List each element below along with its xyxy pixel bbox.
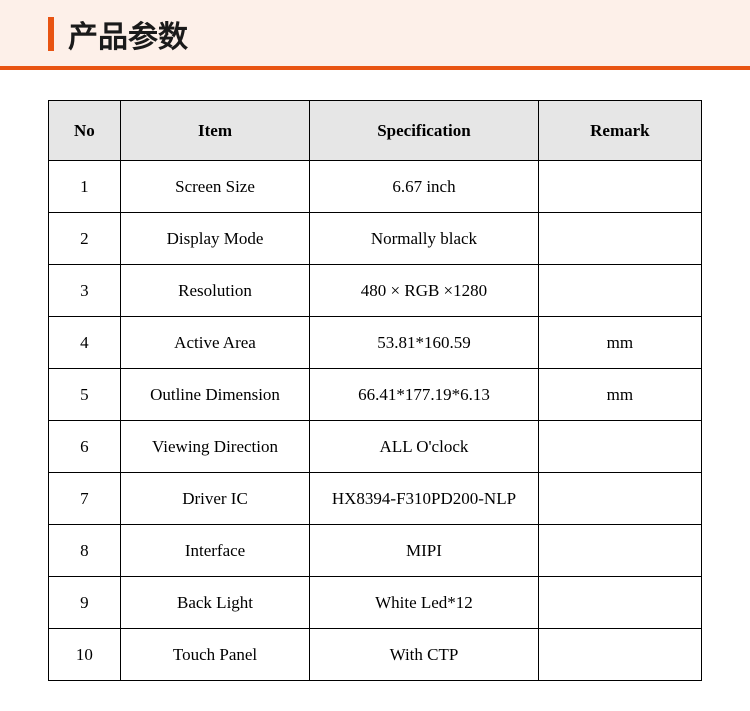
cell-item: Display Mode <box>120 213 309 265</box>
cell-item: Outline Dimension <box>120 369 309 421</box>
cell-no: 6 <box>49 421 121 473</box>
table-row: 9Back LightWhite Led*12 <box>49 577 702 629</box>
cell-spec: White Led*12 <box>310 577 539 629</box>
col-header-item: Item <box>120 101 309 161</box>
cell-spec: Normally black <box>310 213 539 265</box>
cell-spec: 480 × RGB ×1280 <box>310 265 539 317</box>
cell-remark <box>538 421 701 473</box>
cell-spec: 53.81*160.59 <box>310 317 539 369</box>
cell-spec: With CTP <box>310 629 539 681</box>
col-header-remark: Remark <box>538 101 701 161</box>
cell-no: 1 <box>49 161 121 213</box>
cell-no: 7 <box>49 473 121 525</box>
col-header-no: No <box>49 101 121 161</box>
cell-item: Driver IC <box>120 473 309 525</box>
cell-no: 4 <box>49 317 121 369</box>
cell-remark <box>538 629 701 681</box>
cell-item: Active Area <box>120 317 309 369</box>
table-row: 3Resolution480 × RGB ×1280 <box>49 265 702 317</box>
table-row: 8InterfaceMIPI <box>49 525 702 577</box>
table-row: 1Screen Size6.67 inch <box>49 161 702 213</box>
cell-spec: MIPI <box>310 525 539 577</box>
cell-spec: 66.41*177.19*6.13 <box>310 369 539 421</box>
table-row: 7Driver ICHX8394-F310PD200-NLP <box>49 473 702 525</box>
cell-no: 8 <box>49 525 121 577</box>
cell-spec: 6.67 inch <box>310 161 539 213</box>
cell-item: Interface <box>120 525 309 577</box>
table-row: 4Active Area53.81*160.59mm <box>49 317 702 369</box>
cell-no: 3 <box>49 265 121 317</box>
cell-remark: mm <box>538 369 701 421</box>
cell-remark <box>538 265 701 317</box>
cell-remark <box>538 161 701 213</box>
cell-no: 9 <box>49 577 121 629</box>
cell-remark <box>538 577 701 629</box>
cell-no: 2 <box>49 213 121 265</box>
header-band: 产品参数 <box>0 0 750 70</box>
header-inner: 产品参数 <box>0 12 750 56</box>
table-row: 2Display ModeNormally black <box>49 213 702 265</box>
table-row: 5Outline Dimension66.41*177.19*6.13mm <box>49 369 702 421</box>
cell-item: Screen Size <box>120 161 309 213</box>
cell-item: Touch Panel <box>120 629 309 681</box>
cell-remark: mm <box>538 317 701 369</box>
cell-remark <box>538 213 701 265</box>
col-header-spec: Specification <box>310 101 539 161</box>
cell-remark <box>538 525 701 577</box>
table-row: 6Viewing DirectionALL O'clock <box>49 421 702 473</box>
accent-bar-icon <box>48 17 54 51</box>
cell-spec: ALL O'clock <box>310 421 539 473</box>
cell-remark <box>538 473 701 525</box>
spec-table: No Item Specification Remark 1Screen Siz… <box>48 100 702 681</box>
cell-item: Resolution <box>120 265 309 317</box>
cell-item: Back Light <box>120 577 309 629</box>
table-header-row: No Item Specification Remark <box>49 101 702 161</box>
spec-table-wrap: No Item Specification Remark 1Screen Siz… <box>0 70 750 711</box>
cell-no: 10 <box>49 629 121 681</box>
cell-item: Viewing Direction <box>120 421 309 473</box>
cell-no: 5 <box>49 369 121 421</box>
table-row: 10Touch PanelWith CTP <box>49 629 702 681</box>
page-title: 产品参数 <box>68 12 188 56</box>
cell-spec: HX8394-F310PD200-NLP <box>310 473 539 525</box>
